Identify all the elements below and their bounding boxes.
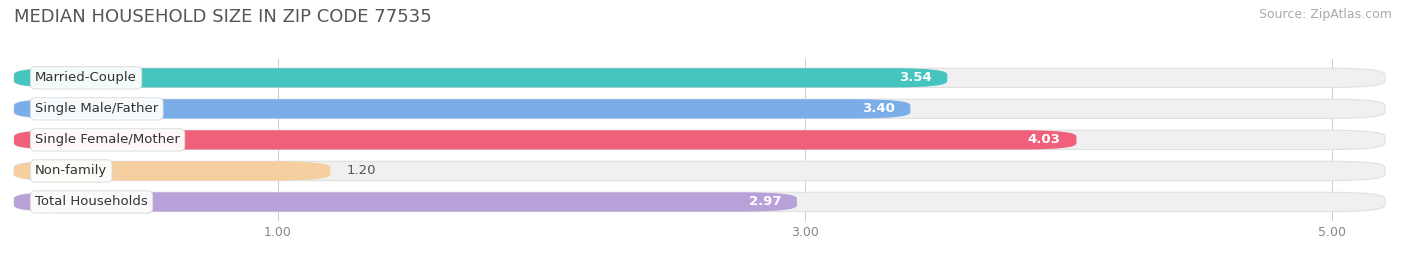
Text: Single Female/Mother: Single Female/Mother (35, 133, 180, 146)
Text: Single Male/Father: Single Male/Father (35, 102, 159, 115)
FancyBboxPatch shape (14, 161, 330, 180)
FancyBboxPatch shape (14, 99, 1385, 118)
Text: Non-family: Non-family (35, 164, 107, 178)
Text: 2.97: 2.97 (749, 196, 782, 208)
Text: 4.03: 4.03 (1028, 133, 1060, 146)
FancyBboxPatch shape (14, 99, 911, 118)
Text: Source: ZipAtlas.com: Source: ZipAtlas.com (1258, 8, 1392, 21)
Text: 1.20: 1.20 (346, 164, 375, 178)
FancyBboxPatch shape (14, 130, 1385, 150)
FancyBboxPatch shape (14, 68, 1385, 87)
Text: 3.40: 3.40 (862, 102, 894, 115)
FancyBboxPatch shape (14, 130, 1077, 150)
Text: MEDIAN HOUSEHOLD SIZE IN ZIP CODE 77535: MEDIAN HOUSEHOLD SIZE IN ZIP CODE 77535 (14, 8, 432, 26)
Text: Married-Couple: Married-Couple (35, 71, 136, 84)
FancyBboxPatch shape (14, 192, 1385, 212)
Text: 3.54: 3.54 (898, 71, 931, 84)
Text: Total Households: Total Households (35, 196, 148, 208)
FancyBboxPatch shape (14, 161, 1385, 180)
FancyBboxPatch shape (14, 192, 797, 212)
FancyBboxPatch shape (14, 68, 948, 87)
